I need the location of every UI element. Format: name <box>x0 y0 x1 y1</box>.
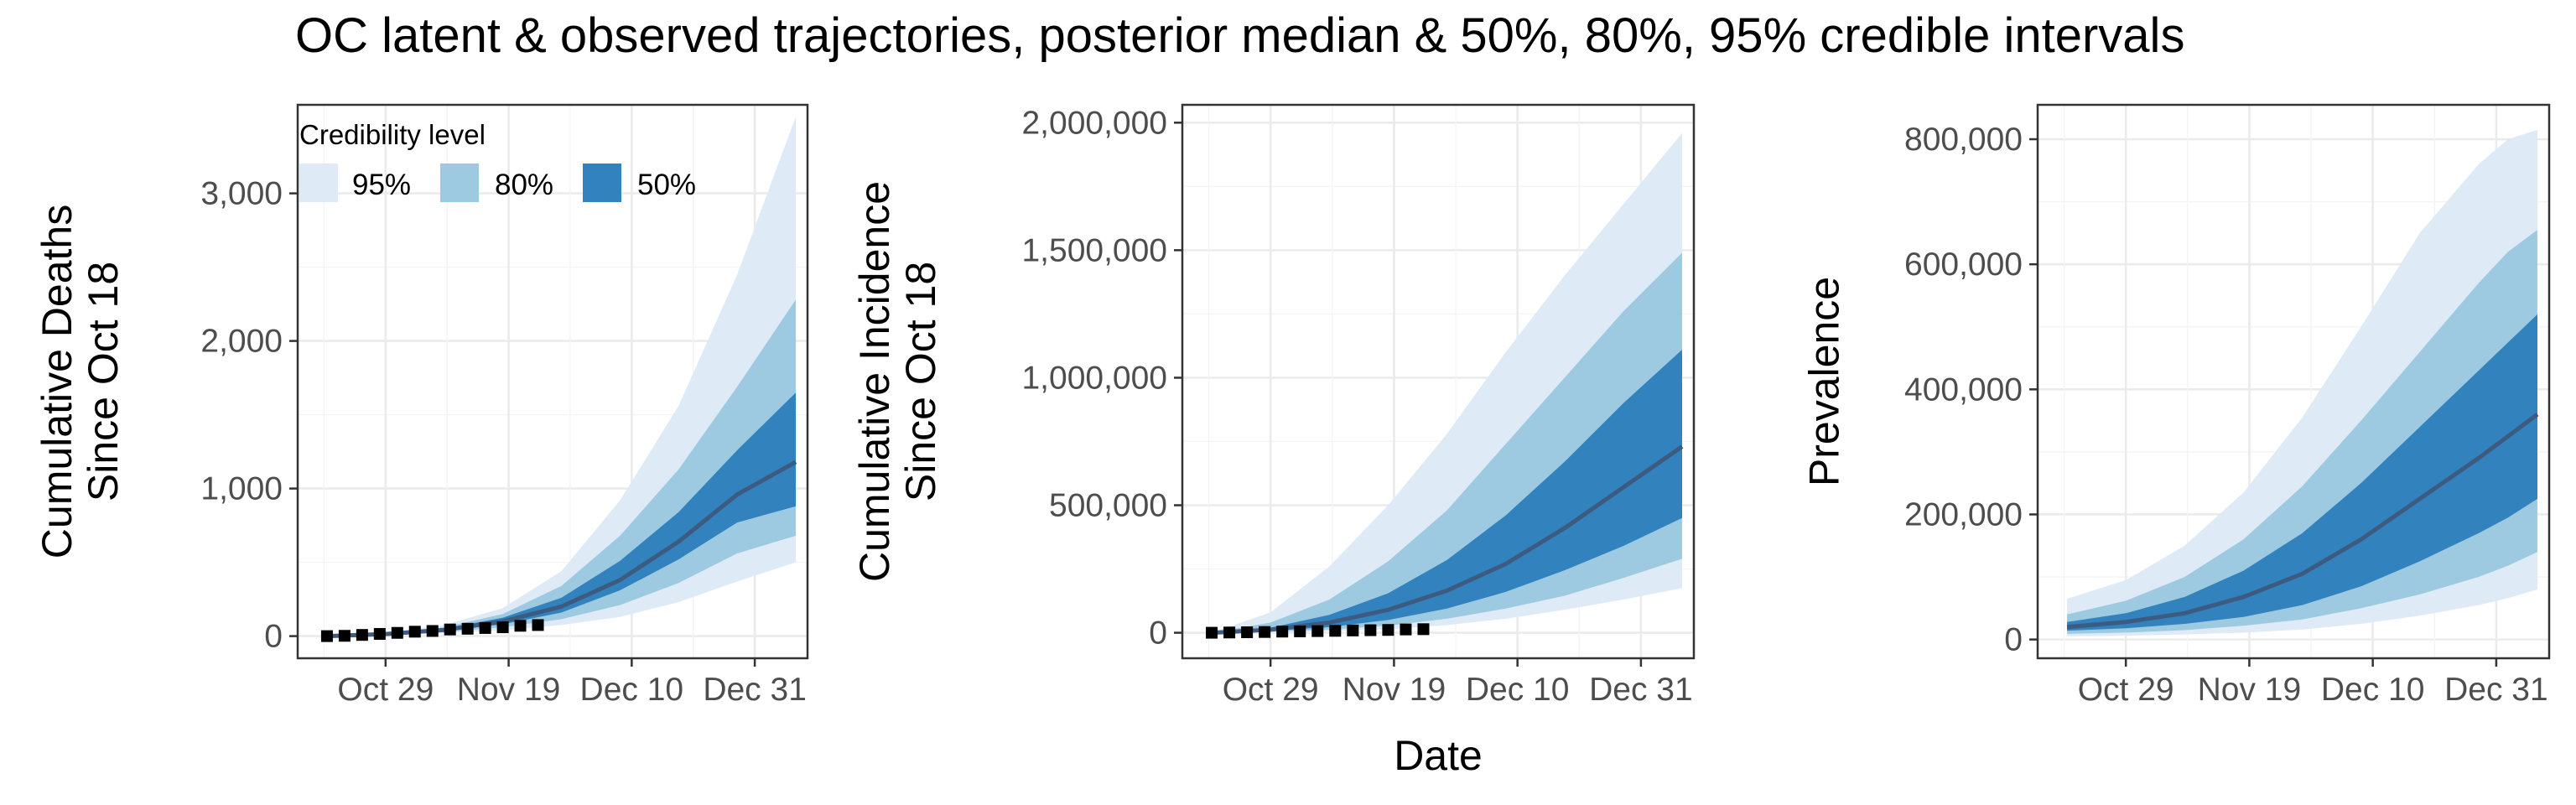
prevalence-median <box>2066 413 2539 630</box>
incidence-band-50 <box>1212 349 1682 633</box>
deaths-median <box>326 460 797 639</box>
deaths-observed-point <box>338 630 351 642</box>
incidence-x-tick-label: Oct 29 <box>1223 672 1319 708</box>
deaths-band-50 <box>326 392 797 636</box>
incidence-x-ticks: Oct 29 Nov 19 Dec 10 Dec 31 <box>1223 658 1693 708</box>
incidence-observed-point <box>1223 626 1236 639</box>
deaths-x-tick-label: Dec 10 <box>580 672 684 708</box>
deaths-observed-point <box>391 626 403 639</box>
incidence-observed-point <box>1400 623 1412 636</box>
deaths-x-tick-label: Nov 19 <box>457 672 561 708</box>
incidence-x-tick-label: Nov 19 <box>1343 672 1446 708</box>
legend-swatch-80 <box>440 164 479 202</box>
deaths-observed-point <box>426 625 439 637</box>
incidence-observed-point <box>1347 624 1359 636</box>
prevalence-band-50 <box>2067 314 2537 631</box>
incidence-panel: 0 500,000 1,000,000 1,500,000 2,000,000 Oct … <box>851 103 1696 708</box>
prevalence-y-tick-label: 400,000 <box>1904 371 2023 408</box>
deaths-y-ticks: 0 1,000 2,000 3,000 <box>200 176 298 655</box>
incidence-y-tick-label: 500,000 <box>1049 488 1167 524</box>
prevalence-x-tick-label: Oct 29 <box>2078 672 2174 708</box>
legend: Credibility level 95% 80% 50% <box>299 119 696 202</box>
incidence-observed-point <box>1241 626 1254 638</box>
prevalence-bands <box>2067 129 2537 636</box>
deaths-panel: 0 1,000 2,000 3,000 Oct 29 Nov 19 Dec 10 Dec 3… <box>34 103 809 708</box>
prevalence-x-tick-label: Dec 31 <box>2444 672 2548 708</box>
deaths-y-tick-label: 0 <box>264 619 283 655</box>
incidence-observed-point <box>1276 626 1289 638</box>
deaths-observed-point <box>356 629 368 641</box>
prevalence-panel-border <box>2036 103 2551 660</box>
deaths-x-tick-label: Oct 29 <box>337 672 434 708</box>
deaths-observed-point <box>444 623 456 636</box>
incidence-y-label: Cumulative IncidenceSince Oct 18 <box>851 181 944 582</box>
deaths-bands <box>326 117 797 636</box>
legend-swatch-50 <box>583 164 621 202</box>
deaths-observed <box>320 619 544 642</box>
legend-title: Credibility level <box>299 119 486 150</box>
prevalence-y-tick-label: 0 <box>2004 622 2023 658</box>
prevalence-y-ticks: 0 200,000 400,000 600,000 800,000 <box>1904 122 2038 658</box>
incidence-y-tick-label: 2,000,000 <box>1021 105 1167 141</box>
deaths-x-tick-label: Dec 31 <box>703 672 807 708</box>
x-axis-label: Date <box>1394 732 1483 779</box>
deaths-y-tick-label: 3,000 <box>200 176 283 212</box>
incidence-y-tick-label: 1,500,000 <box>1021 232 1167 268</box>
incidence-observed-point <box>1417 623 1430 636</box>
incidence-observed-point <box>1259 626 1271 638</box>
incidence-bands <box>1212 132 1682 633</box>
incidence-x-tick-label: Dec 31 <box>1589 672 1693 708</box>
incidence-observed-point <box>1206 626 1218 639</box>
incidence-x-tick-label: Dec 10 <box>1466 672 1570 708</box>
deaths-y-label: Cumulative DeathsSince Oct 18 <box>34 205 127 558</box>
deaths-x-ticks: Oct 29 Nov 19 Dec 10 Dec 31 <box>337 658 807 708</box>
incidence-observed-point <box>1364 624 1377 636</box>
incidence-panel-border <box>1181 103 1696 660</box>
incidence-observed-point <box>1382 624 1394 636</box>
deaths-observed-point <box>373 627 386 640</box>
prevalence-panel: 0 200,000 400,000 600,000 800,000 Oct 29 Nov … <box>1801 103 2551 708</box>
prevalence-y-label: Prevalence <box>1801 277 1848 486</box>
legend-label-50: 50% <box>637 169 696 201</box>
prevalence-median-line <box>2066 413 2539 630</box>
deaths-observed-point <box>514 620 527 632</box>
deaths-y-tick-label: 2,000 <box>200 324 283 360</box>
incidence-y-ticks: 0 500,000 1,000,000 1,500,000 2,000,000 <box>1021 105 1182 652</box>
legend-swatch-95 <box>299 164 338 202</box>
figure-title: OC latent & observed trajectories, poste… <box>295 8 2184 63</box>
deaths-y-tick-label: 1,000 <box>200 471 283 507</box>
legend-label-95: 95% <box>352 169 411 201</box>
prevalence-y-tick-label: 800,000 <box>1904 122 2023 158</box>
deaths-observed-point <box>320 630 333 642</box>
prevalence-y-tick-label: 600,000 <box>1904 247 2023 283</box>
prevalence-x-tick-label: Nov 19 <box>2198 672 2302 708</box>
deaths-observed-point <box>461 622 474 635</box>
prevalence-x-ticks: Oct 29 Nov 19 Dec 10 Dec 31 <box>2078 658 2548 708</box>
deaths-observed-point <box>496 621 509 634</box>
incidence-y-tick-label: 0 <box>1149 615 1167 652</box>
incidence-observed-point <box>1294 625 1306 637</box>
prevalence-y-tick-label: 200,000 <box>1904 496 2023 532</box>
deaths-observed-point <box>479 621 491 634</box>
deaths-panel-border <box>296 103 809 660</box>
prevalence-x-tick-label: Dec 10 <box>2321 672 2425 708</box>
incidence-observed-point <box>1329 625 1342 637</box>
incidence-median <box>1211 444 1684 636</box>
legend-label-80: 80% <box>495 169 553 201</box>
incidence-y-tick-label: 1,000,000 <box>1021 360 1167 396</box>
deaths-observed-point <box>532 619 544 631</box>
deaths-observed-point <box>408 626 421 638</box>
deaths-median-line <box>326 460 797 639</box>
incidence-observed-point <box>1311 625 1324 637</box>
incidence-observed <box>1206 623 1430 639</box>
incidence-median-line <box>1211 444 1684 636</box>
